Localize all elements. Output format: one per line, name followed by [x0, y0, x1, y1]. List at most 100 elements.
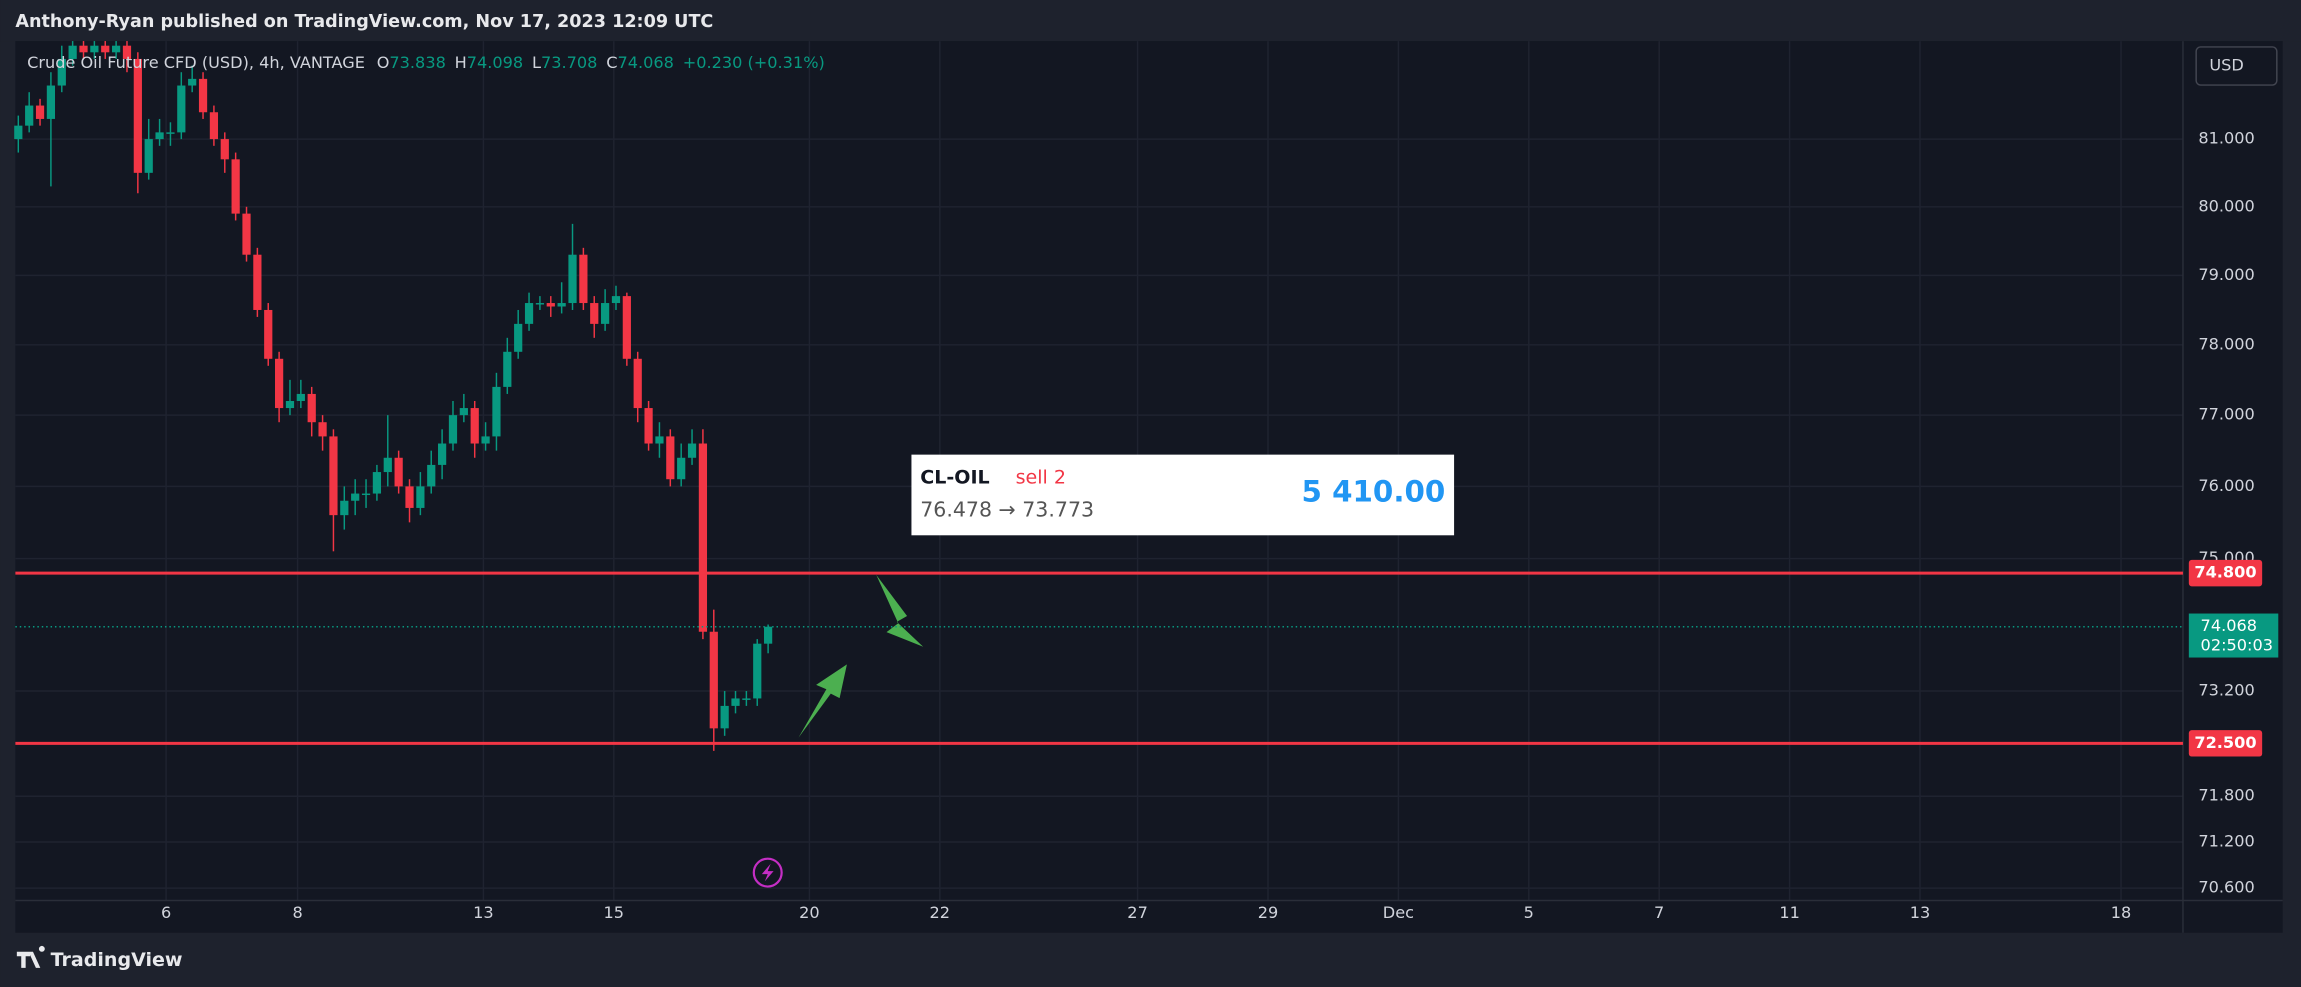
y-tick-label: 77.000: [2198, 405, 2254, 424]
candle-body: [644, 408, 653, 444]
candle-body: [459, 408, 468, 416]
candle-body: [438, 443, 447, 465]
legend: Crude Oil Future CFD (USD), 4h, VANTAGE O…: [27, 53, 825, 72]
candle-body: [720, 705, 729, 729]
candle-body: [655, 436, 664, 444]
y-tick-label: 70.600: [2198, 878, 2254, 897]
candle-body: [611, 296, 621, 304]
annotation-bg: [911, 454, 1455, 536]
annotation-symbol: CL-OIL: [920, 467, 989, 489]
brand: TradingView: [51, 949, 183, 971]
last-price-label: 74.068: [2201, 616, 2257, 635]
brand-logo: [16, 945, 45, 968]
candle-body: [601, 303, 610, 324]
candle-body: [209, 112, 219, 140]
level-tag: [2188, 559, 2263, 587]
x-tick-label: 13: [1910, 903, 1931, 922]
candle-body: [198, 78, 208, 113]
annotation-range: 76.478 → 73.773: [920, 497, 1094, 521]
event-icon[interactable]: [752, 857, 783, 888]
annotation-side: sell 2: [1016, 467, 1066, 489]
candle-body: [275, 358, 284, 409]
candle-body: [144, 139, 153, 173]
candle-body: [220, 139, 229, 160]
y-tick-label: 78.000: [2198, 334, 2254, 353]
legend-key: L: [532, 53, 541, 72]
arrow-down: [876, 574, 924, 647]
candle-body: [590, 303, 599, 324]
candle-body: [296, 393, 305, 401]
y-tick-label: 76.000: [2198, 476, 2254, 495]
candle-body: [742, 698, 751, 700]
candle-body: [470, 408, 479, 444]
legend-value: 74.068: [617, 53, 673, 72]
currency-label: USD: [2209, 55, 2243, 74]
candle-body: [155, 132, 164, 140]
candle-body: [535, 303, 545, 305]
x-tick-label: Dec: [1383, 903, 1414, 922]
candle-body: [394, 457, 403, 487]
candle-body: [101, 45, 110, 53]
candle-body: [709, 631, 718, 729]
y-tick-label: 79.000: [2198, 265, 2254, 284]
legend-key: O: [377, 53, 390, 72]
y-tick-label: 73.200: [2198, 680, 2254, 699]
candle-body: [166, 132, 175, 134]
publish-header: Anthony-Ryan published on TradingView.co…: [15, 12, 713, 32]
countdown-label: 02:50:03: [2201, 635, 2273, 654]
candle-body: [122, 45, 132, 59]
x-tick-label: 6: [161, 903, 171, 922]
candle-body: [318, 422, 327, 437]
candle-body: [188, 78, 197, 86]
candle-body: [666, 436, 675, 480]
candle-body: [427, 464, 436, 487]
x-tick-label: 11: [1779, 903, 1800, 922]
candle-body: [112, 45, 121, 53]
candle-body: [579, 254, 588, 304]
candle-body: [514, 323, 523, 352]
candle-body: [492, 386, 501, 437]
candle-body: [622, 296, 631, 359]
candle-body: [231, 159, 240, 214]
x-tick-label: 22: [930, 903, 951, 922]
candle-body: [753, 643, 762, 699]
candle-body: [57, 58, 66, 86]
candle-body: [764, 626, 773, 644]
x-tick-label: 13: [473, 903, 494, 922]
legend-symbol: Crude Oil Future CFD (USD), 4h, VANTAGE: [27, 53, 365, 72]
x-tick-label: 27: [1127, 903, 1148, 922]
candle-body: [568, 254, 577, 304]
x-tick-label: 15: [604, 903, 625, 922]
legend-value: 73.708: [541, 53, 597, 72]
level-label: 72.500: [2194, 733, 2256, 752]
candle-body: [383, 457, 392, 473]
candle-body: [372, 472, 382, 494]
candle-body: [546, 303, 555, 307]
candle-body: [68, 45, 77, 59]
candle-body: [46, 85, 56, 119]
candle-body: [687, 443, 697, 458]
candle-body: [307, 393, 316, 423]
candle-body: [79, 45, 88, 53]
currency-button[interactable]: [2195, 46, 2278, 86]
x-tick-label: 5: [1524, 903, 1534, 922]
candle-body: [405, 486, 414, 508]
candle-body: [25, 105, 34, 126]
event-bolt: [761, 863, 774, 882]
candle-body: [90, 45, 99, 53]
y-tick-label: 80.000: [2198, 196, 2254, 215]
candle-body: [557, 303, 566, 307]
y-tick-label: 81.000: [2198, 129, 2254, 148]
candle-body: [14, 125, 23, 140]
candle-body: [633, 358, 642, 409]
candle-body: [503, 351, 512, 387]
candle-body: [677, 457, 686, 480]
annotation-box: CL-OIL sell 2 76.478 → 73.773 5 410.00: [911, 454, 1455, 536]
candle-body: [698, 443, 708, 632]
candle-body: [481, 436, 490, 444]
candle-body: [340, 500, 349, 516]
legend-value: 74.098: [467, 53, 523, 72]
x-tick-label: 8: [292, 903, 302, 922]
candle-body: [177, 85, 186, 133]
